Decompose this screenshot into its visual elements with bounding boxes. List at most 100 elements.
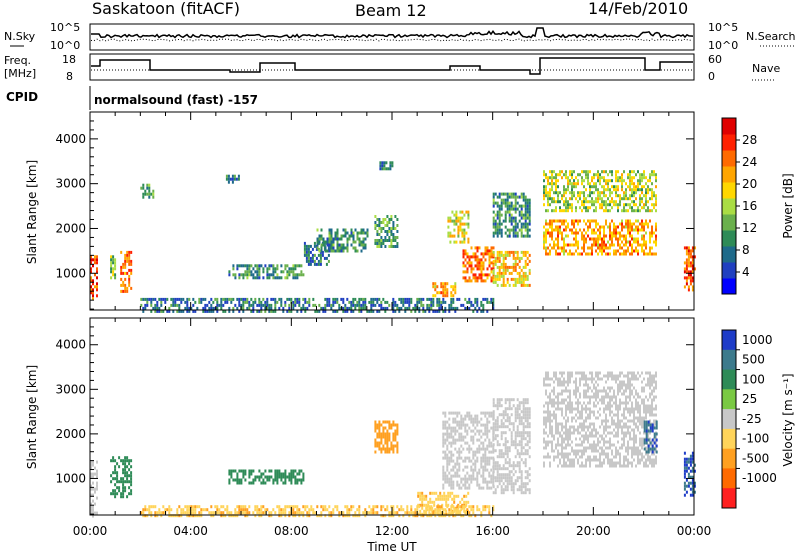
power-echo-cell	[356, 234, 359, 238]
velocity-echo-cell	[623, 389, 625, 393]
power-echo-cell	[508, 231, 511, 235]
power-echo-cell	[488, 264, 491, 268]
velocity-echo-cell	[573, 449, 575, 453]
velocity-echo-cell	[613, 413, 615, 417]
velocity-echo-cell	[506, 446, 509, 450]
power-echo-cell	[274, 303, 277, 307]
power-echo-cell	[637, 225, 639, 229]
power-echo-cell	[629, 219, 631, 223]
velocity-echo-cell	[623, 401, 625, 405]
velocity-echo-cell	[625, 416, 627, 420]
velocity-echo-cell	[585, 392, 587, 396]
power-echo-cell	[457, 234, 460, 238]
power-echo-cell	[150, 300, 153, 304]
power-echo-cell	[152, 306, 155, 310]
velocity-echo-cell	[524, 416, 527, 420]
power-echo-cell	[518, 213, 521, 217]
velocity-echo-cell	[144, 514, 147, 518]
velocity-echo-cell	[691, 481, 694, 485]
power-echo-cell	[553, 191, 555, 195]
power-echo-cell	[320, 246, 323, 250]
velocity-echo-cell	[452, 474, 455, 478]
velocity-echo-cell	[236, 481, 239, 485]
velocity-echo-cell	[374, 429, 377, 433]
velocity-echo-cell	[559, 377, 561, 381]
power-echo-cell	[388, 245, 391, 248]
velocity-echo-cell	[561, 443, 563, 447]
power-echo-cell	[633, 182, 635, 186]
power-echo-cell	[621, 240, 623, 244]
velocity-echo-cell	[388, 435, 391, 439]
power-echo-cell	[162, 297, 165, 301]
velocity-echo-cell	[490, 468, 493, 472]
power-echo-cell	[252, 273, 255, 277]
velocity-echo-cell	[571, 416, 573, 420]
power-echo-cell	[543, 185, 545, 189]
velocity-echo-cell	[683, 481, 686, 485]
velocity-echo-cell	[609, 371, 611, 375]
velocity-echo-cell	[492, 447, 495, 451]
power-echo-cell	[528, 213, 531, 217]
power-echo-cell	[126, 253, 129, 257]
power-echo-cell	[330, 237, 333, 241]
power-echo-cell	[609, 225, 611, 229]
velocity-echo-cell	[567, 431, 569, 435]
power-echo-cell	[186, 309, 189, 313]
velocity-echo-cell	[555, 422, 557, 426]
power-echo-cell	[300, 270, 303, 274]
power-echo-cell	[557, 194, 559, 198]
velocity-echo-cell	[458, 411, 461, 415]
velocity-echo-cell	[625, 422, 627, 426]
velocity-echo-cell	[90, 487, 92, 491]
power-echo-cell	[317, 247, 320, 251]
power-echo-cell	[309, 256, 312, 260]
velocity-echo-cell	[569, 431, 571, 435]
power-echo-cell	[496, 201, 499, 205]
power-echo-cell	[482, 309, 485, 313]
velocity-echo-cell	[629, 395, 631, 399]
power-echo-cell	[386, 300, 389, 304]
velocity-echo-cell	[581, 443, 583, 447]
velocity-echo-cell	[603, 431, 605, 435]
power-echo-cell	[599, 246, 601, 250]
velocity-echo-cell	[543, 461, 545, 465]
velocity-echo-cell	[645, 416, 647, 420]
velocity-echo-cell	[122, 462, 125, 466]
power-echo-cell	[526, 277, 529, 281]
power-echo-cell	[430, 300, 433, 304]
velocity-echo-cell	[689, 493, 692, 497]
velocity-echo-cell	[488, 480, 491, 484]
velocity-echo-cell	[629, 413, 631, 417]
velocity-echo-cell	[90, 472, 92, 476]
power-echo-cell	[160, 300, 163, 304]
power-echo-cell	[400, 297, 403, 301]
power-echo-cell	[322, 243, 325, 247]
velocity-echo-cell	[112, 471, 115, 475]
power-echo-cell	[426, 297, 429, 301]
velocity-echo-cell	[607, 374, 609, 378]
power-echo-cell	[500, 192, 503, 196]
power-echo-cell	[502, 259, 505, 263]
velocity-echo-cell	[649, 431, 651, 435]
power-echo-cell	[492, 300, 495, 304]
power-echo-cell	[455, 219, 458, 223]
velocity-echo-cell	[589, 464, 591, 468]
power-echo-cell	[300, 273, 303, 277]
power-echo-cell	[496, 277, 499, 281]
power-echo-cell	[482, 261, 485, 265]
velocity-echo-cell	[615, 449, 617, 453]
power-echo-cell	[579, 194, 581, 198]
velocity-echo-cell	[625, 455, 627, 459]
velocity-echo-cell	[637, 449, 639, 453]
power-echo-cell	[326, 240, 329, 244]
velocity-echo-cell	[516, 425, 519, 429]
power-echo-cell	[498, 225, 501, 229]
power-echo-cell	[464, 264, 467, 268]
power-echo-cell	[601, 176, 603, 180]
power-echo-cell	[334, 234, 337, 238]
velocity-echo-cell	[687, 481, 690, 485]
velocity-echo-cell	[647, 464, 649, 468]
power-echo-cell	[184, 306, 187, 310]
power-echo-cell	[520, 234, 523, 238]
velocity-echo-cell	[90, 475, 92, 479]
